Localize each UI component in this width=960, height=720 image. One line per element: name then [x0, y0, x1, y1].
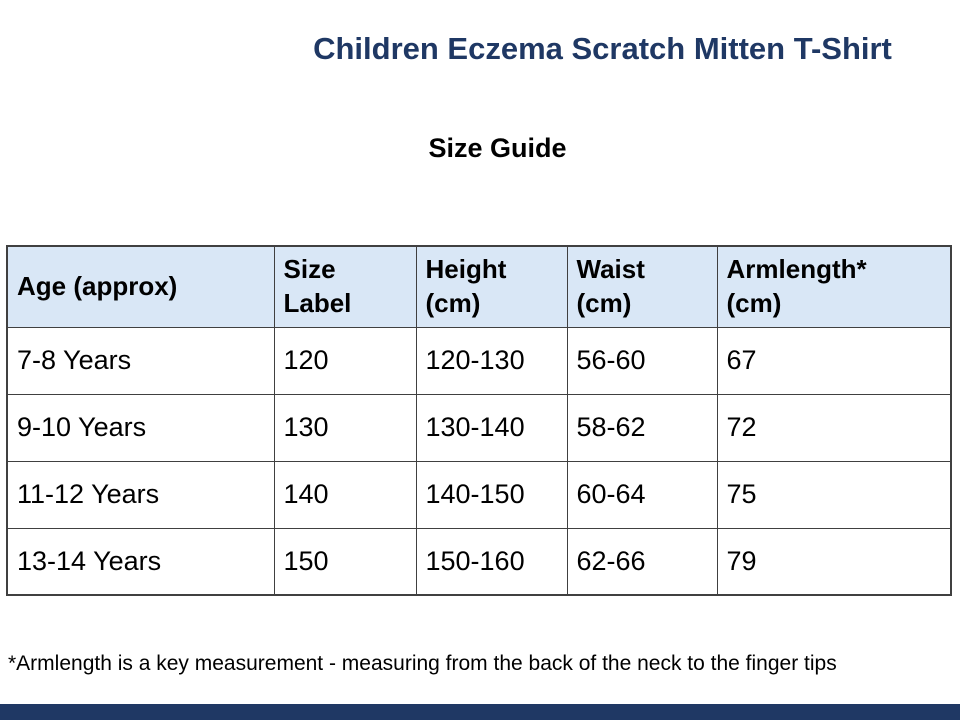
bottom-bar [0, 704, 960, 720]
column-header-size-label-line1: Size [283, 254, 336, 285]
cell-height: 120-130 [415, 326, 568, 395]
page-title: Children Eczema Scratch Mitten T-Shirt [313, 31, 892, 66]
column-header-armlength-line1: Armlength* [726, 254, 867, 285]
column-header-waist-line2: (cm) [576, 287, 632, 318]
table-row: 13-14 Years 150 150-160 62-66 79 [6, 527, 952, 596]
cell-armlength: 67 [716, 326, 952, 395]
column-header-waist: Waist (cm) [566, 245, 718, 328]
table-row: 9-10 Years 130 130-140 58-62 72 [6, 393, 952, 462]
cell-height: 140-150 [415, 460, 568, 529]
column-header-height-line1: Height [425, 254, 507, 285]
cell-waist: 58-62 [566, 393, 718, 462]
table-header-row: Age (approx) Size Label Height (cm) Wais… [6, 245, 952, 328]
cell-armlength: 72 [716, 393, 952, 462]
table-row: 11-12 Years 140 140-150 60-64 75 [6, 460, 952, 529]
cell-waist: 56-60 [566, 326, 718, 395]
column-header-armlength: Armlength* (cm) [716, 245, 952, 328]
cell-age: 11-12 Years [6, 460, 275, 529]
column-header-height-line2: (cm) [425, 287, 481, 318]
column-header-size-label-line2: Label [283, 287, 352, 318]
cell-size-label: 150 [273, 527, 417, 596]
column-header-age-line1: Age (approx) [17, 271, 178, 302]
column-header-height: Height (cm) [415, 245, 568, 328]
cell-height: 150-160 [415, 527, 568, 596]
table-row: 7-8 Years 120 120-130 56-60 67 [6, 326, 952, 395]
cell-size-label: 140 [273, 460, 417, 529]
column-header-size-label: Size Label [273, 245, 417, 328]
cell-armlength: 75 [716, 460, 952, 529]
cell-waist: 60-64 [566, 460, 718, 529]
cell-age: 9-10 Years [6, 393, 275, 462]
size-guide-table: Age (approx) Size Label Height (cm) Wais… [6, 245, 952, 596]
cell-age: 7-8 Years [6, 326, 275, 395]
cell-waist: 62-66 [566, 527, 718, 596]
cell-height: 130-140 [415, 393, 568, 462]
armlength-footnote: *Armlength is a key measurement - measur… [8, 652, 837, 675]
cell-size-label: 120 [273, 326, 417, 395]
column-header-armlength-line2: (cm) [726, 287, 782, 318]
size-guide-heading: Size Guide [428, 133, 567, 163]
column-header-waist-line1: Waist [576, 254, 645, 285]
cell-armlength: 79 [716, 527, 952, 596]
cell-size-label: 130 [273, 393, 417, 462]
column-header-age: Age (approx) [6, 245, 275, 328]
cell-age: 13-14 Years [6, 527, 275, 596]
